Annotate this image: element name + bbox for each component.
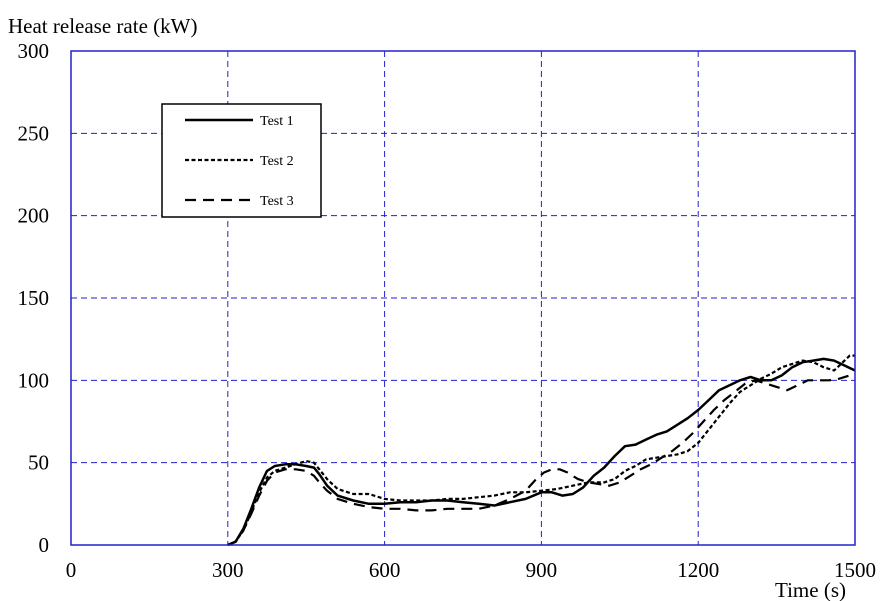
series-line-test-2 bbox=[227, 354, 855, 547]
legend-label-test-2: Test 2 bbox=[260, 154, 294, 169]
x-tick-label: 1500 bbox=[834, 558, 876, 582]
y-axis-title: Heat release rate (kW) bbox=[8, 14, 197, 38]
x-tick-label: 1200 bbox=[677, 558, 719, 582]
x-tick-label: 900 bbox=[526, 558, 558, 582]
series-line-test-3 bbox=[227, 374, 855, 547]
y-tick-label: 100 bbox=[18, 368, 50, 392]
x-tick-label: 300 bbox=[212, 558, 244, 582]
x-tick-label: 0 bbox=[66, 558, 77, 582]
tick-labels: 0 300 600 900 1200 1500 0 50 100 150 200 250 300 bbox=[18, 39, 877, 582]
y-tick-label: 50 bbox=[28, 451, 49, 475]
series-line-test-1 bbox=[227, 357, 856, 547]
y-tick-label: 0 bbox=[39, 533, 50, 557]
grid bbox=[71, 51, 855, 545]
legend-label-test-1: Test 1 bbox=[260, 114, 294, 129]
series-lines bbox=[227, 354, 856, 547]
x-tick-label: 600 bbox=[369, 558, 401, 582]
x-axis-title: Time (s) bbox=[775, 578, 846, 601]
y-tick-label: 250 bbox=[18, 121, 50, 145]
y-tick-label: 150 bbox=[18, 286, 50, 310]
y-tick-label: 300 bbox=[18, 39, 50, 63]
legend: Test 1 Test 2 Test 3 bbox=[161, 103, 322, 218]
y-tick-label: 200 bbox=[18, 204, 50, 228]
legend-label-test-3: Test 3 bbox=[260, 194, 294, 209]
plot-frame bbox=[70, 50, 856, 546]
